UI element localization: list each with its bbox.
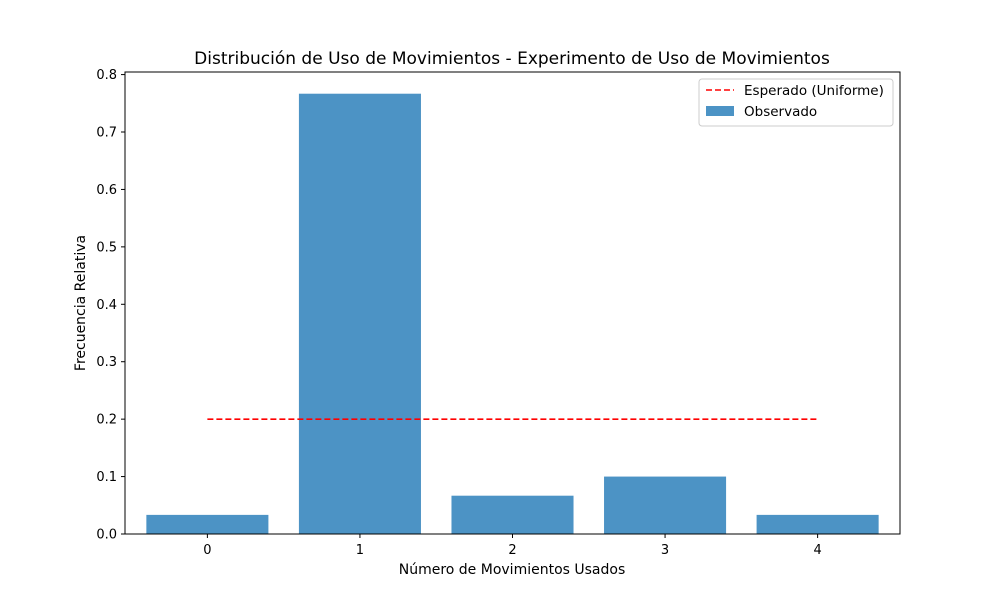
x-tick-label: 1 — [356, 543, 364, 558]
y-tick-label: 0.2 — [96, 413, 117, 428]
x-tick-label: 2 — [508, 543, 516, 558]
y-tick-label: 0.8 — [96, 68, 117, 83]
chart-title: Distribución de Uso de Movimientos - Exp… — [194, 49, 830, 69]
bar-1 — [298, 93, 421, 534]
y-axis-title: Frecuencia Relativa — [73, 235, 89, 371]
legend-box — [698, 78, 894, 127]
x-tick-label: 0 — [203, 543, 211, 558]
legend-label-expected: Esperado (Uniforme) — [744, 83, 884, 99]
y-tick-label: 0.7 — [96, 126, 117, 141]
bar-3 — [604, 476, 727, 534]
x-tick-label: 4 — [813, 543, 821, 558]
x-tick-label: 3 — [661, 543, 669, 558]
y-tick-label: 0.5 — [96, 240, 117, 255]
bar-2 — [451, 495, 574, 534]
y-axis: 0.0 0.1 0.2 0.3 0.4 0.5 0.6 0.7 0.8 — [96, 68, 125, 543]
y-tick-label: 0.4 — [96, 298, 117, 313]
bars-group — [146, 93, 879, 534]
x-axis-title: Número de Movimientos Usados — [399, 562, 626, 578]
y-tick-label: 0.0 — [96, 528, 117, 543]
y-tick-label: 0.3 — [96, 355, 117, 370]
bar-4 — [756, 514, 879, 534]
bar-0 — [146, 514, 269, 534]
legend-swatch-observed — [706, 106, 734, 116]
legend-label-observed: Observado — [744, 104, 817, 120]
y-tick-label: 0.1 — [96, 470, 117, 485]
y-tick-label: 0.6 — [96, 183, 117, 198]
legend: Esperado (Uniforme) Observado — [698, 78, 894, 127]
x-axis: 0 1 2 3 4 — [203, 534, 822, 558]
